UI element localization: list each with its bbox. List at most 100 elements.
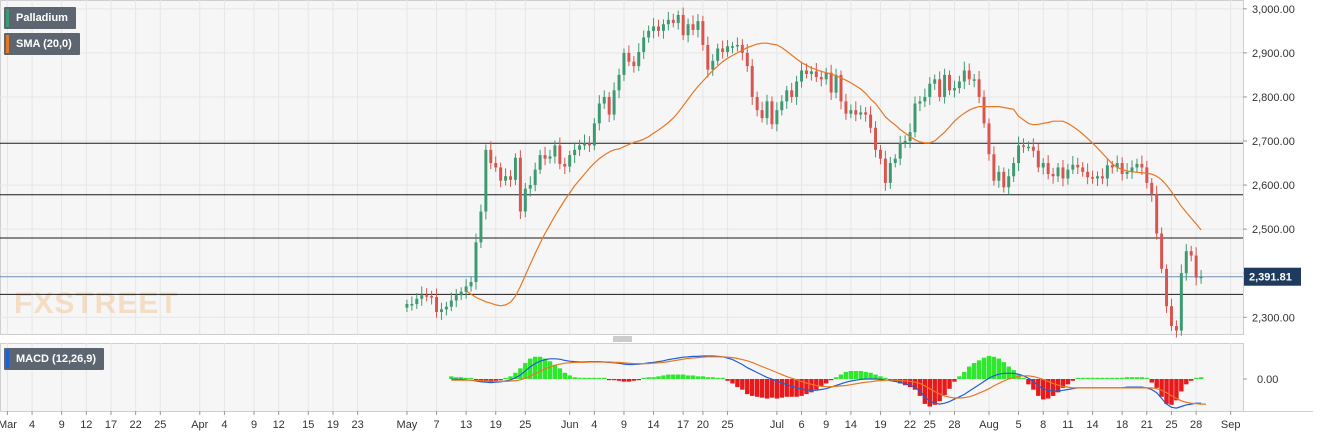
macd-histogram-bar	[606, 379, 612, 381]
candle-body	[874, 127, 878, 150]
macd-histogram-bar	[547, 361, 553, 379]
macd-histogram-bar	[449, 376, 454, 379]
candle-body	[883, 158, 887, 183]
macd-histogram-bar	[680, 374, 686, 379]
x-tick-label: 28	[948, 419, 960, 431]
candle-body	[849, 110, 853, 114]
macd-histogram-bar	[764, 379, 770, 399]
candle-body	[558, 145, 562, 164]
macd-histogram-bar	[863, 371, 868, 379]
x-tick-label: 13	[460, 419, 472, 431]
macd-histogram-bar	[804, 379, 809, 395]
candle-body	[997, 171, 1001, 181]
candle-body	[913, 103, 917, 133]
candle-body	[627, 52, 631, 62]
candle-body	[415, 298, 419, 305]
x-tick-label: Aug	[979, 419, 999, 431]
candle-body	[494, 163, 498, 168]
candle-body	[617, 74, 621, 91]
macd-histogram-bar	[1075, 377, 1080, 379]
macd-histogram-bar	[1065, 379, 1071, 385]
candle-body	[809, 71, 813, 75]
candle-body	[933, 79, 937, 84]
candle-body	[814, 71, 818, 78]
candle-body	[597, 103, 601, 124]
x-tick-label: 20	[697, 419, 709, 431]
x-tick-label: 19	[490, 419, 502, 431]
macd-histogram-bar	[759, 379, 765, 398]
candle-body	[681, 14, 685, 36]
x-tick-label: 14	[647, 419, 659, 431]
macd-histogram-bar	[557, 368, 563, 379]
macd-histogram-bar	[508, 376, 513, 379]
macd-histogram-bar	[843, 371, 849, 379]
candle-body	[1120, 163, 1124, 175]
x-tick-label: 9	[251, 419, 257, 431]
y-tick-label: 2,700.00	[1252, 136, 1295, 148]
macd-histogram-bar	[971, 363, 977, 379]
macd-histogram-bar	[577, 377, 582, 379]
candle-body	[780, 101, 784, 111]
macd-histogram-bar	[651, 377, 656, 379]
x-tick-label: Apr	[191, 419, 208, 431]
candle-body	[1189, 251, 1193, 256]
macd-histogram-bar	[784, 379, 789, 397]
x-tick-label: 8	[1040, 419, 1046, 431]
candle-body	[1041, 163, 1045, 168]
macd-histogram-bar	[587, 377, 592, 379]
x-tick-label: 11	[1062, 419, 1073, 431]
candle-body	[513, 157, 517, 180]
x-tick-label: 12	[273, 419, 285, 431]
candle-body	[711, 60, 715, 70]
macd-histogram-bar	[1129, 377, 1135, 379]
macd-histogram-bar	[962, 371, 967, 379]
macd-histogram-bar	[567, 375, 572, 379]
macd-histogram-bar	[562, 372, 567, 379]
macd-histogram-bar	[1139, 377, 1145, 379]
x-tick-label: 12	[80, 419, 92, 431]
candle-body	[459, 291, 463, 296]
candle-body	[859, 112, 863, 115]
candle-body	[1125, 171, 1129, 175]
macd-label[interactable]: MACD (12,26,9)	[4, 348, 105, 370]
candle-body	[854, 110, 858, 115]
sma-name: SMA (20,0)	[16, 38, 72, 50]
macd-histogram-bar	[700, 376, 706, 379]
macd-histogram-bar	[1174, 379, 1179, 401]
candle-body	[484, 149, 488, 212]
candle-body	[1007, 176, 1011, 188]
macd-histogram-bar	[1193, 377, 1199, 379]
x-tick-label: 9	[621, 419, 627, 431]
candle-body	[800, 70, 804, 82]
candle-body	[864, 112, 868, 115]
macd-histogram-bar	[1105, 377, 1110, 379]
macd-histogram-bar	[1159, 379, 1164, 397]
x-tick-label: 18	[1116, 419, 1128, 431]
macd-histogram-bar	[685, 375, 691, 379]
candle-body	[834, 74, 838, 93]
candle-body	[1145, 167, 1149, 183]
candle-body	[474, 242, 478, 283]
candle-body	[790, 90, 794, 97]
macd-histogram-bar	[789, 379, 794, 397]
macd-histogram-bar	[907, 379, 913, 387]
candle-body	[952, 88, 956, 91]
candle-body	[903, 141, 907, 144]
y-tick-label: 3,000.00	[1252, 4, 1295, 16]
macd-histogram-bar	[473, 379, 479, 381]
candle-body	[435, 296, 439, 312]
sma-label[interactable]: SMA (20,0)	[4, 33, 80, 55]
candle-body	[696, 21, 700, 30]
x-tick-label: 4	[29, 419, 35, 431]
macd-histogram-bar	[823, 379, 829, 384]
candle-body	[661, 24, 665, 31]
candle-body	[444, 306, 448, 310]
instrument-label[interactable]: Palladium	[4, 7, 76, 29]
macd-histogram-bar	[996, 358, 1002, 379]
candle-body	[962, 70, 966, 82]
candle-body	[1046, 163, 1050, 175]
macd-histogram-bar	[897, 379, 903, 384]
candle-body	[1160, 233, 1164, 269]
candle-body	[1140, 163, 1144, 168]
macd-histogram-bar	[1144, 377, 1150, 379]
